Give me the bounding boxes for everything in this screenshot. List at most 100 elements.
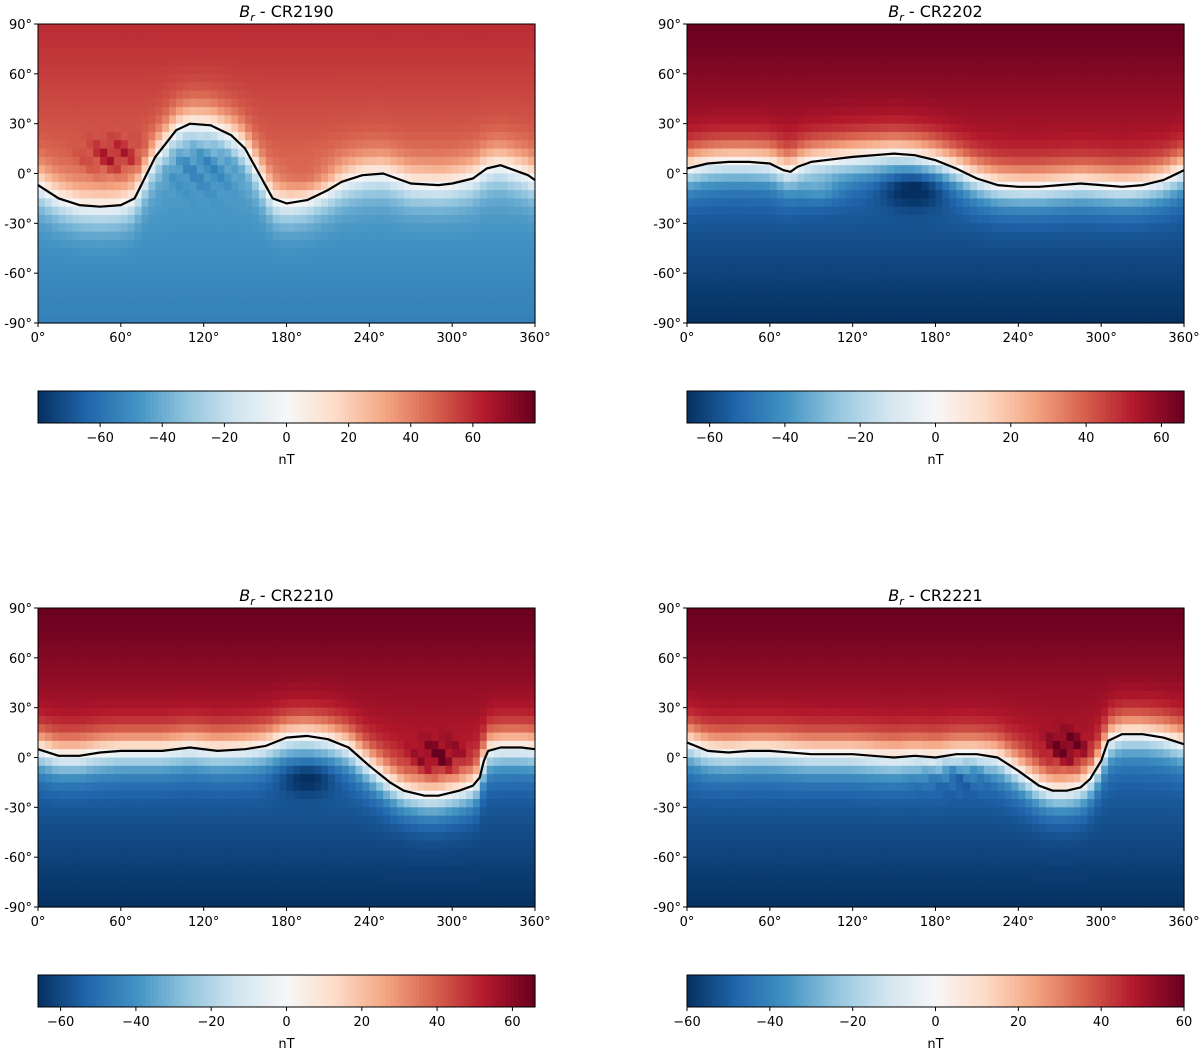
heatmap-cell [217, 306, 225, 316]
heatmap-cell [1094, 107, 1102, 116]
heatmap-cell [196, 40, 205, 50]
heatmap-cell [714, 156, 723, 166]
heatmap-cell [942, 273, 950, 283]
heatmap-cell [390, 115, 398, 125]
heatmap-cell [845, 215, 854, 224]
heatmap-cell [155, 298, 163, 307]
heatmap-cell [776, 98, 785, 108]
heatmap-cell [224, 206, 232, 216]
heatmap-cell [1066, 40, 1075, 50]
heatmap-cell [210, 90, 219, 100]
heatmap-cell [479, 248, 488, 258]
heatmap-cell [845, 57, 854, 67]
heatmap-cell [410, 256, 419, 266]
heatmap-cell [894, 82, 902, 92]
heatmap-cell [355, 115, 364, 125]
heatmap-cell [859, 40, 868, 50]
heatmap-cell [493, 131, 502, 141]
heatmap-cell [38, 173, 46, 183]
heatmap-cell [493, 223, 502, 233]
heatmap-cell [224, 215, 232, 224]
colorbar-segment [79, 391, 85, 423]
heatmap-cell [831, 181, 840, 191]
heatmap-cell [769, 156, 778, 166]
heatmap-cell [134, 215, 143, 224]
heatmap-cell [818, 190, 826, 200]
heatmap-cell [914, 73, 923, 83]
heatmap-cell [790, 32, 799, 42]
heatmap-cell [238, 107, 246, 116]
heatmap-cell [721, 90, 730, 100]
heatmap-cell [210, 148, 219, 158]
heatmap-cell [1004, 148, 1013, 158]
heatmap-cell [286, 65, 294, 75]
heatmap-cell [1004, 115, 1013, 125]
heatmap-cell [362, 115, 370, 125]
heatmap-cell [873, 140, 881, 150]
heatmap-cell [859, 48, 868, 58]
heatmap-cell [286, 248, 294, 258]
heatmap-cell [51, 190, 60, 200]
heatmap-cell [507, 173, 515, 183]
heatmap-cell [866, 73, 874, 83]
heatmap-cell [914, 82, 923, 92]
heatmap-cell [224, 248, 232, 258]
heatmap-cell [445, 156, 453, 166]
heatmap-cell [894, 231, 902, 241]
heatmap-cell [210, 98, 219, 108]
heatmap-cell [176, 32, 184, 42]
heatmap-cell [1108, 98, 1116, 108]
heatmap-cell [735, 206, 743, 216]
heatmap-cell [1025, 123, 1033, 133]
heatmap-cell [845, 90, 854, 100]
heatmap-cell [327, 198, 336, 208]
heatmap-cell [272, 256, 281, 266]
heatmap-cell [424, 223, 433, 233]
heatmap-cell [58, 156, 67, 166]
heatmap-cell [1142, 98, 1151, 108]
heatmap-cell [1045, 98, 1054, 108]
heatmap-cell [79, 306, 87, 316]
heatmap-cell [334, 298, 343, 307]
heatmap-cell [258, 40, 267, 50]
heatmap-cell [852, 264, 861, 274]
heatmap-cell [438, 115, 446, 125]
heatmap-cell [956, 131, 964, 141]
heatmap-cell [362, 231, 370, 241]
heatmap-cell [1004, 65, 1013, 75]
heatmap-cell [210, 289, 219, 299]
heatmap-cell [1135, 123, 1144, 133]
heatmap-cell [838, 239, 847, 249]
heatmap-cell [769, 190, 778, 200]
heatmap-cell [341, 90, 350, 100]
heatmap-cell [300, 223, 308, 233]
heatmap-cell [528, 98, 536, 108]
heatmap-cell [210, 306, 219, 316]
heatmap-cell [756, 239, 764, 249]
heatmap-cell [182, 131, 191, 141]
heatmap-cell [493, 198, 502, 208]
heatmap-cell [700, 140, 709, 150]
heatmap-cell [749, 256, 757, 266]
heatmap-cell [1045, 32, 1054, 42]
heatmap-cell [970, 115, 978, 125]
heatmap-cell [376, 190, 384, 200]
heatmap-cell [245, 223, 253, 233]
heatmap-cell [1004, 82, 1013, 92]
heatmap-cell [376, 306, 384, 316]
heatmap-cell [1087, 48, 1095, 58]
heatmap-cell [942, 48, 950, 58]
heatmap-cell [1121, 90, 1130, 100]
heatmap-cell [735, 57, 743, 67]
heatmap-cell [431, 90, 439, 100]
heatmap-cell [155, 181, 163, 191]
heatmap-cell [479, 239, 488, 249]
heatmap-cell [514, 148, 522, 158]
heatmap-cell [1108, 131, 1116, 141]
heatmap-cell [852, 115, 861, 125]
heatmap-cell [707, 107, 716, 116]
heatmap-cell [148, 206, 156, 216]
heatmap-cell [38, 82, 46, 92]
heatmap-cell [1149, 73, 1157, 83]
heatmap-cell [58, 131, 67, 141]
